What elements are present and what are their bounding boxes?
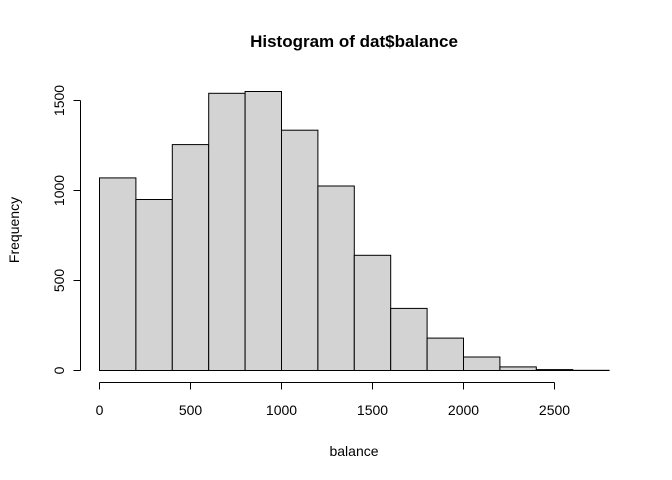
x-tick-label-1500: 1500 xyxy=(357,402,388,418)
x-tick-label-500: 500 xyxy=(179,402,203,418)
histogram-bar-5 xyxy=(244,91,283,371)
y-axis: 0 500 1000 1500 xyxy=(51,85,81,374)
histogram-bar-13 xyxy=(535,369,574,372)
histogram-bar-6 xyxy=(281,129,319,371)
x-axis: 0 500 1000 1500 2000 2500 xyxy=(96,382,570,418)
histogram-bar-4 xyxy=(208,92,246,372)
x-tick-label-2500: 2500 xyxy=(539,402,570,418)
x-tick-label-0: 0 xyxy=(96,402,104,418)
histogram-bar-7 xyxy=(317,185,355,371)
histogram-bar-10 xyxy=(426,337,465,372)
histogram-bar-1 xyxy=(99,177,137,371)
y-tick-label-500: 500 xyxy=(51,269,67,293)
histogram-bar-11 xyxy=(463,356,501,371)
x-axis-label: balance xyxy=(329,443,378,459)
histogram-bar-12 xyxy=(499,366,537,371)
bars-group xyxy=(99,91,610,372)
histogram-bar-8 xyxy=(353,254,392,371)
x-tick-label-1000: 1000 xyxy=(266,402,297,418)
histogram-bar-3 xyxy=(171,144,210,371)
y-tick-label-1000: 1000 xyxy=(51,175,67,206)
y-axis-label: Frequency xyxy=(6,197,22,263)
y-tick-label-1500: 1500 xyxy=(51,85,67,116)
y-tick-label-0: 0 xyxy=(51,366,67,374)
chart-title: Histogram of dat$balance xyxy=(250,32,458,51)
x-tick-label-2000: 2000 xyxy=(448,402,479,418)
histogram-bar-9 xyxy=(390,307,428,371)
histogram-bar-2 xyxy=(135,199,173,371)
